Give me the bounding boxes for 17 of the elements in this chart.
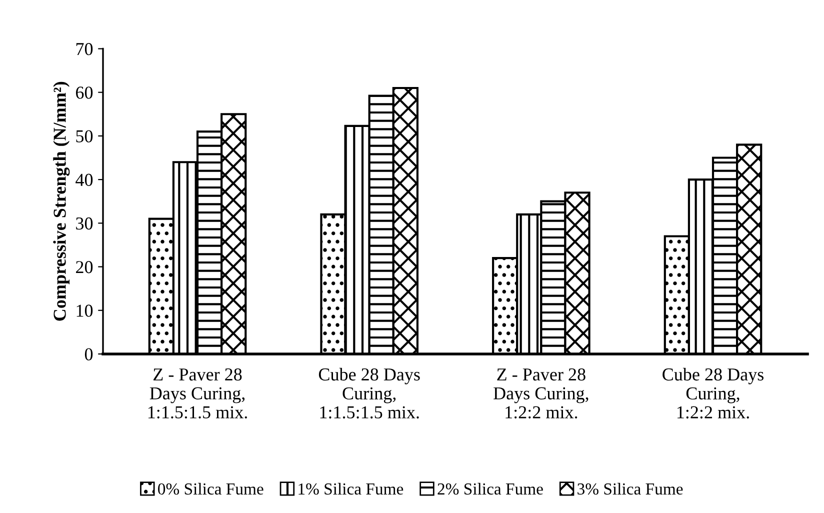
y-axis-title: Compressive Strength (N/mm²): [53, 82, 70, 321]
y-tick-label: 20: [76, 261, 93, 274]
legend-label: 0% Silica Fume: [158, 482, 264, 495]
y-tick-label: 50: [76, 130, 93, 142]
y-tick-label: 70: [76, 42, 93, 56]
y-tick-label: 40: [76, 174, 93, 186]
legend-label: 1% Silica Fume: [298, 482, 404, 495]
legend-label: 3% Silica Fume: [578, 482, 683, 495]
y-tick-label: 60: [76, 86, 93, 99]
legend-label: 2% Silica Fume: [438, 482, 543, 495]
x-tick-label: Z - Paver 28 Days Curing, 1:2:2 mix.: [494, 368, 588, 418]
y-tick-label: 10: [76, 304, 93, 317]
y-tick-label: 0: [84, 348, 93, 360]
x-tick-label: Cube 28 Days Curing, 1:1.5:1.5 mix.: [318, 368, 420, 419]
y-tick-label: 30: [76, 217, 93, 230]
x-tick-label: Cube 28 Days Curing, 1:2:2 mix.: [662, 368, 764, 419]
x-tick-label: Z - Paver 28 Days Curing, 1:1.5:1.5 mix.: [148, 368, 247, 418]
